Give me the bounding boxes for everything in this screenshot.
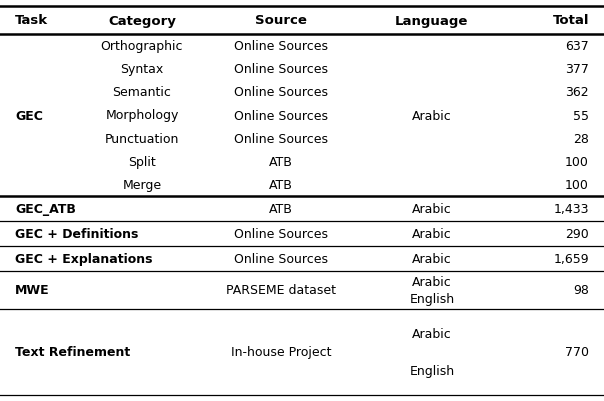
Text: Online Sources: Online Sources bbox=[234, 63, 328, 76]
Text: Task: Task bbox=[15, 14, 48, 27]
Text: Arabic: Arabic bbox=[412, 227, 452, 241]
Text: 637: 637 bbox=[565, 40, 589, 53]
Text: Punctuation: Punctuation bbox=[104, 132, 179, 145]
Text: MWE: MWE bbox=[15, 284, 50, 297]
Text: Online Sources: Online Sources bbox=[234, 227, 328, 241]
Text: 362: 362 bbox=[565, 86, 589, 99]
Text: In-house Project: In-house Project bbox=[231, 346, 331, 358]
Text: Arabic: Arabic bbox=[412, 327, 452, 340]
Text: Morphology: Morphology bbox=[105, 109, 179, 122]
Text: Syntax: Syntax bbox=[120, 63, 164, 76]
Text: Arabic: Arabic bbox=[412, 109, 452, 122]
Text: 770: 770 bbox=[565, 346, 589, 358]
Text: Online Sources: Online Sources bbox=[234, 132, 328, 145]
Text: 290: 290 bbox=[565, 227, 589, 241]
Text: GEC: GEC bbox=[15, 109, 43, 122]
Text: Online Sources: Online Sources bbox=[234, 40, 328, 53]
Text: GEC_ATB: GEC_ATB bbox=[15, 203, 76, 215]
Text: GEC + Explanations: GEC + Explanations bbox=[15, 252, 153, 265]
Text: 100: 100 bbox=[565, 178, 589, 191]
Text: Online Sources: Online Sources bbox=[234, 109, 328, 122]
Text: Online Sources: Online Sources bbox=[234, 86, 328, 99]
Text: Source: Source bbox=[255, 14, 307, 27]
Text: ATB: ATB bbox=[269, 178, 293, 191]
Text: Text Refinement: Text Refinement bbox=[15, 346, 130, 358]
Text: PARSEME dataset: PARSEME dataset bbox=[226, 284, 336, 297]
Text: 100: 100 bbox=[565, 156, 589, 168]
Text: ATB: ATB bbox=[269, 203, 293, 215]
Text: Arabic: Arabic bbox=[412, 252, 452, 265]
Text: 1,659: 1,659 bbox=[553, 252, 589, 265]
Text: 1,433: 1,433 bbox=[553, 203, 589, 215]
Text: Semantic: Semantic bbox=[112, 86, 172, 99]
Text: Arabic: Arabic bbox=[412, 275, 452, 288]
Text: 55: 55 bbox=[573, 109, 589, 122]
Text: English: English bbox=[410, 292, 454, 305]
Text: 28: 28 bbox=[573, 132, 589, 145]
Text: Arabic: Arabic bbox=[412, 203, 452, 215]
Text: ATB: ATB bbox=[269, 156, 293, 168]
Text: Language: Language bbox=[395, 14, 469, 27]
Text: English: English bbox=[410, 365, 454, 377]
Text: Online Sources: Online Sources bbox=[234, 252, 328, 265]
Text: Merge: Merge bbox=[123, 178, 161, 191]
Text: GEC + Definitions: GEC + Definitions bbox=[15, 227, 138, 241]
Text: Total: Total bbox=[553, 14, 589, 27]
Text: Split: Split bbox=[128, 156, 156, 168]
Text: Orthographic: Orthographic bbox=[101, 40, 183, 53]
Text: Category: Category bbox=[108, 14, 176, 27]
Text: 98: 98 bbox=[573, 284, 589, 297]
Text: 377: 377 bbox=[565, 63, 589, 76]
